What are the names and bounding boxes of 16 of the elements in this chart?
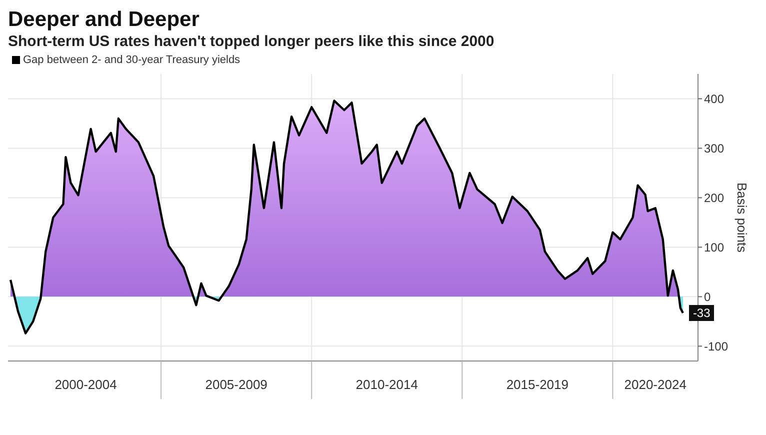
y-tick-label: 0 — [704, 290, 711, 304]
y-tick-label: 400 — [704, 92, 724, 106]
y-tick-label: 100 — [704, 240, 724, 254]
x-tick-label: 2000-2004 — [54, 377, 117, 392]
chart-title: Deeper and Deeper — [8, 8, 200, 32]
x-tick-label: 2010-2014 — [356, 377, 418, 392]
y-tick-label: -100 — [704, 339, 728, 354]
x-tick-label: 2015-2019 — [506, 377, 569, 392]
x-tick-label: 2020-2024 — [624, 377, 686, 392]
y-tick-label: 300 — [704, 141, 724, 156]
x-tick-label: 2005-2009 — [205, 377, 268, 392]
chart-subtitle: Short-term US rates haven't topped longer peers like this since 2000 — [8, 32, 496, 52]
y-tick-label: 200 — [704, 190, 724, 205]
value-tag: -33 — [688, 305, 714, 321]
y-axis-title: Basis points — [734, 182, 750, 254]
legend-label: Gap between 2- and 30-year Treasury yields — [22, 54, 240, 66]
